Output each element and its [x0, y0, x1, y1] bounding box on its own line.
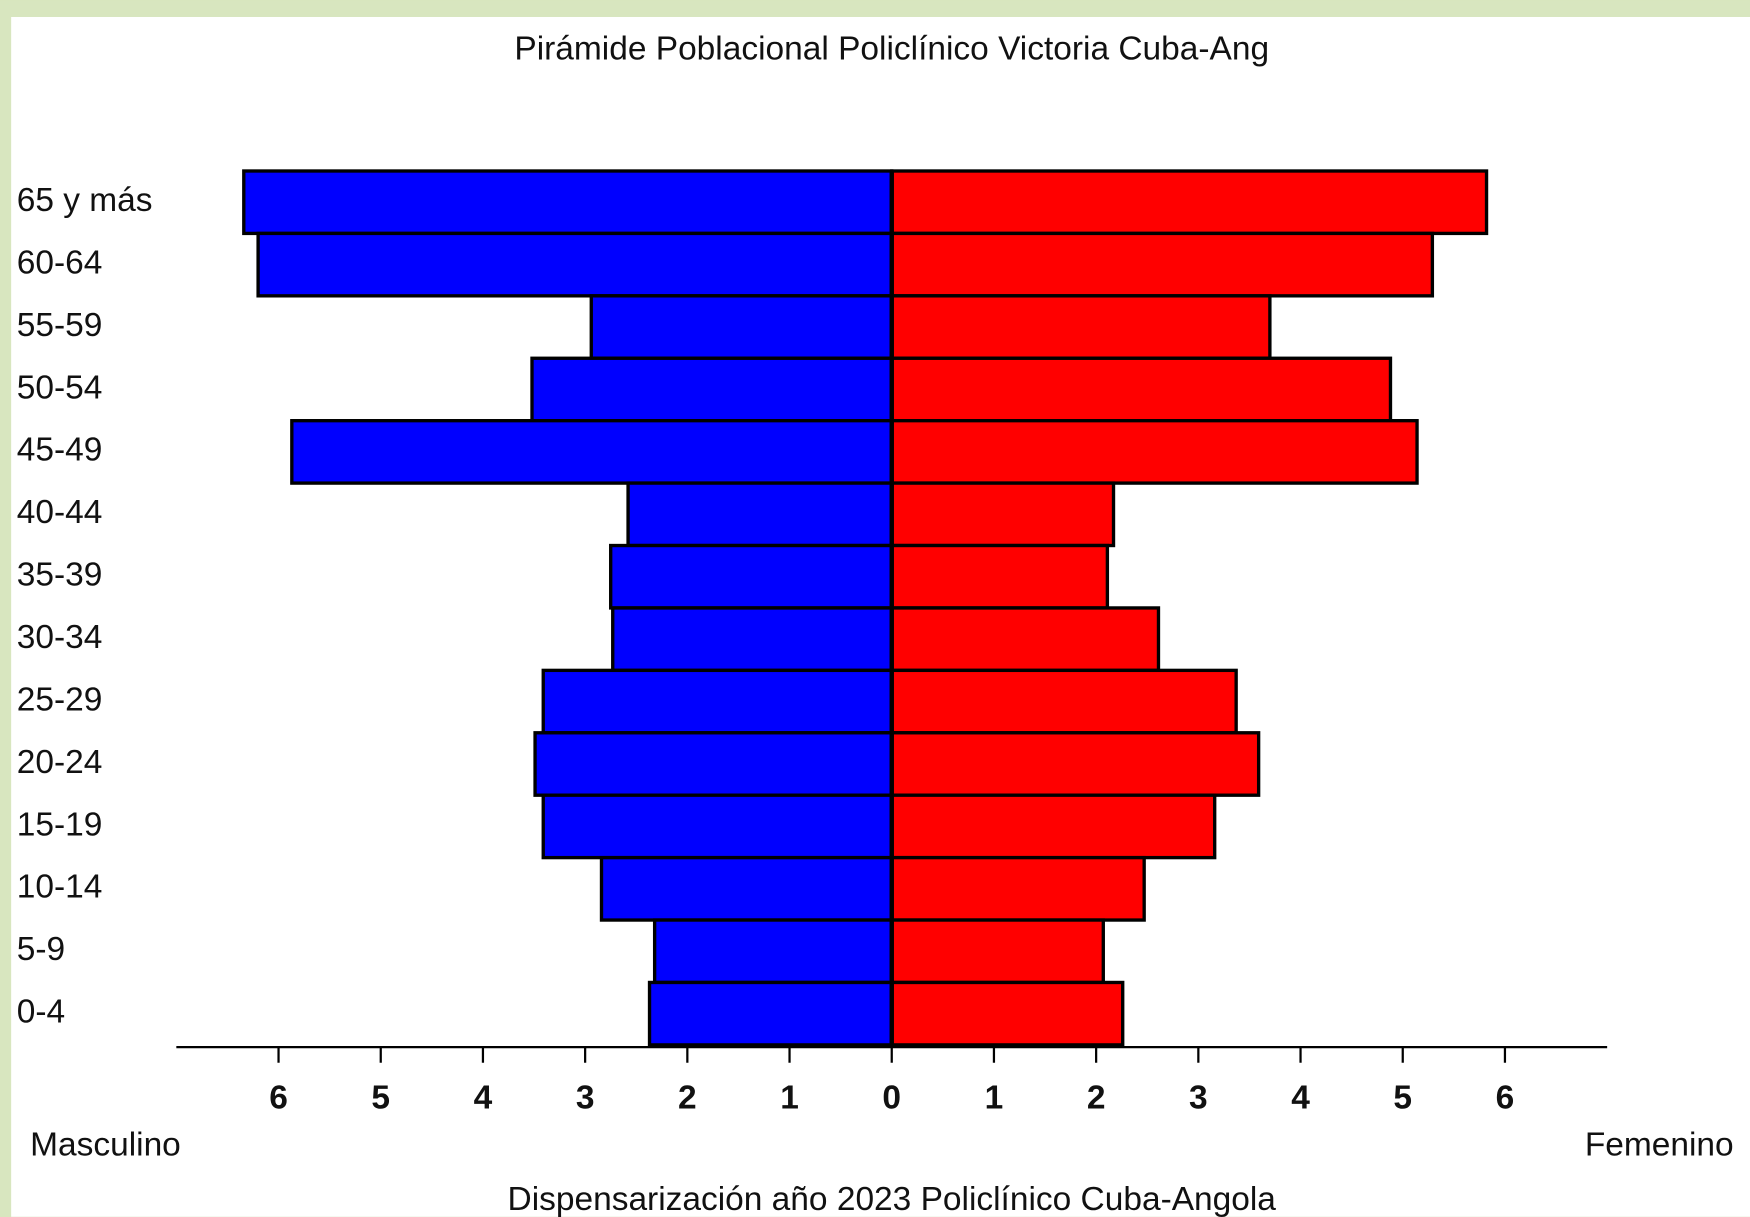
category-label: 45-49	[17, 432, 103, 469]
bar	[589, 294, 894, 360]
bar	[890, 356, 1393, 423]
bar	[890, 731, 1261, 797]
category-label: 50-54	[17, 369, 103, 406]
bar	[652, 918, 894, 985]
category-label: 25-29	[17, 681, 103, 718]
category-label: 5-9	[17, 931, 65, 968]
x-tick-label: 3	[576, 1079, 595, 1116]
x-tick-label: 6	[1496, 1079, 1515, 1116]
bar	[599, 855, 894, 922]
bar	[530, 356, 894, 423]
legend-right: Femenino	[1585, 1126, 1734, 1163]
category-label: 60-64	[17, 244, 103, 281]
x-tick-label: 4	[474, 1079, 493, 1116]
bar	[647, 980, 894, 1047]
x-axis-label: Dispensarización año 2023 Policlínico Cu…	[508, 1181, 1277, 1217]
bar	[890, 169, 1489, 236]
category-label: 10-14	[17, 869, 103, 906]
category-label: 15-19	[17, 806, 103, 843]
category-label: 55-59	[17, 307, 103, 344]
bar	[541, 668, 894, 735]
bar	[890, 543, 1110, 610]
bar	[609, 543, 894, 610]
bar	[890, 855, 1146, 922]
x-tick-label: 3	[1189, 1079, 1208, 1116]
category-label: 20-24	[17, 744, 103, 781]
x-tick-label: 1	[780, 1079, 799, 1116]
category-label: 30-34	[17, 619, 103, 656]
x-tick-label: 2	[678, 1079, 697, 1116]
bar	[611, 606, 894, 673]
chart-title: Pirámide Poblacional Policlínico Victori…	[514, 30, 1269, 67]
bar	[533, 731, 894, 797]
bar	[541, 793, 894, 860]
legend-left: Masculino	[30, 1126, 181, 1163]
bar	[890, 294, 1272, 360]
bar	[242, 169, 894, 236]
category-label: 0-4	[17, 994, 65, 1031]
x-tick-label: 2	[1087, 1079, 1106, 1116]
bar	[290, 419, 894, 485]
bar	[256, 231, 894, 298]
bar	[890, 668, 1238, 735]
x-tick-label: 1	[985, 1079, 1004, 1116]
x-tick-label: 5	[1393, 1079, 1412, 1116]
category-label: 40-44	[17, 494, 103, 531]
x-tick-label: 6	[269, 1079, 288, 1116]
bar	[890, 793, 1217, 860]
x-tick-label: 5	[371, 1079, 390, 1116]
bar	[890, 231, 1435, 298]
bar	[890, 481, 1116, 548]
x-tick-label: 0	[882, 1079, 901, 1116]
bar	[626, 481, 894, 548]
bar	[890, 419, 1419, 485]
category-label: 65 y más	[17, 182, 153, 219]
category-label: 35-39	[17, 557, 103, 594]
bar	[890, 918, 1105, 985]
bar	[890, 606, 1161, 673]
bar	[890, 980, 1125, 1047]
x-tick-label: 4	[1291, 1079, 1310, 1116]
